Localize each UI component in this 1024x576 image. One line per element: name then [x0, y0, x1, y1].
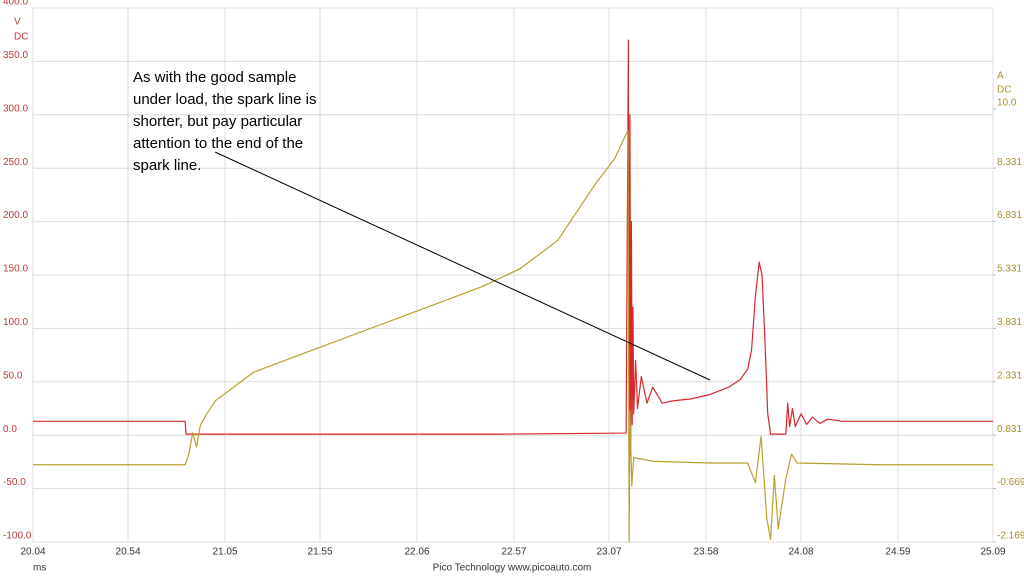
- annotation-line: spark line.: [133, 157, 201, 174]
- y-tick-label: 350.0: [3, 50, 28, 61]
- x-tick-label: 24.59: [885, 547, 910, 558]
- y-mode: DC: [14, 32, 28, 43]
- x-tick-label: 25.09: [980, 547, 1005, 558]
- x-tick-label: 21.05: [212, 547, 237, 558]
- footer: Pico Technology www.picoauto.com: [433, 563, 592, 574]
- y2-tick-label: -2.169: [997, 531, 1024, 542]
- annotation-pointer: [214, 151, 711, 381]
- x-tick-label: 23.58: [693, 547, 718, 558]
- y-tick-label: 100.0: [3, 317, 28, 328]
- x-tick-label: 21.55: [308, 547, 333, 558]
- y-tick-label: -100.0: [3, 531, 32, 542]
- y2-tick-label: -0.669: [997, 477, 1024, 488]
- annotation-line: shorter, but pay particular: [133, 113, 302, 130]
- y2-tick-label: 0.831: [997, 424, 1022, 435]
- y2-unit: A: [997, 71, 1004, 82]
- x-tick-label: 20.54: [116, 547, 141, 558]
- y2-tick-label: 8.331: [997, 157, 1022, 168]
- y-tick-label: 400.0: [3, 0, 28, 8]
- y-tick-label: 300.0: [3, 103, 28, 114]
- y2-mode: DC: [997, 85, 1011, 96]
- y2-tick-label: 6.831: [997, 210, 1022, 221]
- x-tick-label: 23.07: [596, 547, 621, 558]
- plot: 20.04 20.54 21.05 21.55 22.06 22.57 23.07 23.58…: [3, 0, 1024, 558]
- y-tick-label: 50.0: [3, 370, 23, 381]
- y-tick-label: 0.0: [3, 424, 17, 435]
- y-tick-label: 250.0: [3, 157, 28, 168]
- y-tick-label: 150.0: [3, 264, 28, 275]
- y2-tick-label: 10.0: [997, 97, 1017, 108]
- series-line: [33, 39, 993, 500]
- y-unit: V: [14, 17, 21, 28]
- y-tick-label: 200.0: [3, 210, 28, 221]
- y2-tick-label: 2.331: [997, 370, 1022, 381]
- annotation-line: As with the good sample: [133, 69, 296, 86]
- annotation-line: attention to the end of the: [133, 135, 303, 152]
- x-tick-label: 22.57: [501, 547, 526, 558]
- x-tick-label: 20.04: [20, 547, 45, 558]
- x-tick-label: 24.08: [788, 547, 813, 558]
- x-tick-label: 22.06: [404, 547, 429, 558]
- y2-tick-label: 5.331: [997, 264, 1022, 275]
- annotation-line: under load, the spark line is: [133, 91, 316, 108]
- series-line: [33, 129, 993, 543]
- y-tick-label: -50.0: [3, 477, 26, 488]
- y2-tick-label: 3.831: [997, 317, 1022, 328]
- x-unit: ms: [33, 563, 46, 574]
